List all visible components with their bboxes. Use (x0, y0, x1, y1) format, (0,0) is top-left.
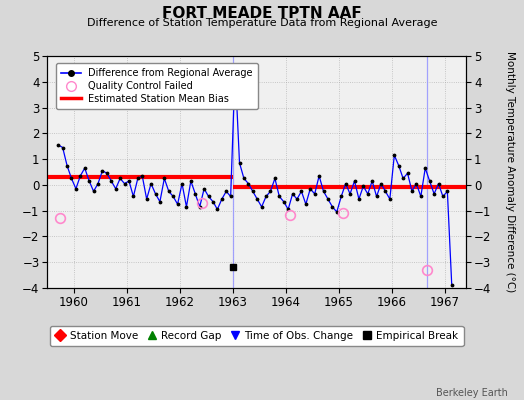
Legend: Difference from Regional Average, Quality Control Failed, Estimated Station Mean: Difference from Regional Average, Qualit… (56, 63, 258, 109)
Text: Difference of Station Temperature Data from Regional Average: Difference of Station Temperature Data f… (87, 18, 437, 28)
Y-axis label: Monthly Temperature Anomaly Difference (°C): Monthly Temperature Anomaly Difference (… (505, 51, 515, 293)
Text: Berkeley Earth: Berkeley Earth (436, 388, 508, 398)
Text: FORT MEADE TPTN AAF: FORT MEADE TPTN AAF (162, 6, 362, 21)
Legend: Station Move, Record Gap, Time of Obs. Change, Empirical Break: Station Move, Record Gap, Time of Obs. C… (50, 326, 464, 346)
